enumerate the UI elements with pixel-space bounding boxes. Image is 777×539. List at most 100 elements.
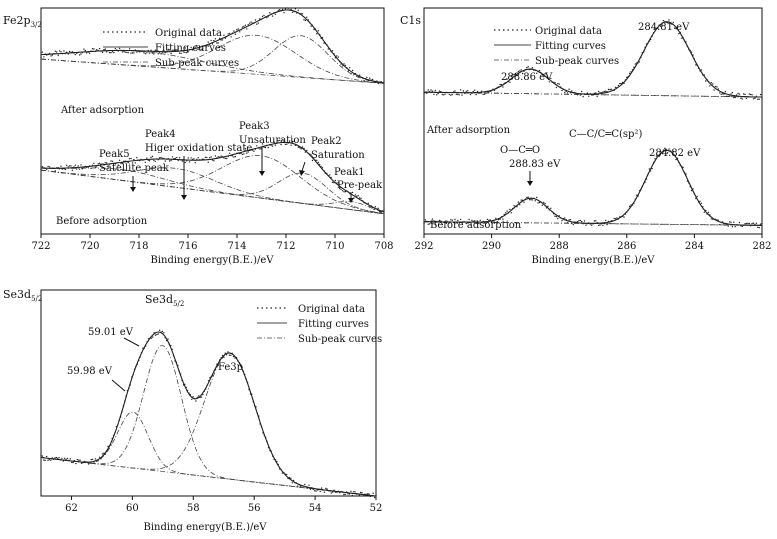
original-data-point — [194, 46, 196, 48]
original-data-point — [181, 160, 184, 162]
legend-fitting-curves: Fitting curves — [535, 41, 606, 52]
original-data-point — [427, 89, 429, 91]
original-data-point — [144, 161, 146, 163]
original-data-point — [263, 146, 265, 148]
original-data-point — [204, 45, 207, 47]
original-data-point — [440, 220, 442, 222]
original-data-point — [379, 211, 381, 213]
original-data-point — [547, 205, 549, 207]
original-data-point — [709, 85, 711, 87]
original-data-point — [373, 208, 375, 211]
original-data-point — [530, 68, 532, 70]
original-data-point — [79, 459, 81, 461]
original-data-point — [346, 67, 348, 69]
original-data-point — [557, 82, 559, 85]
original-data-point — [296, 12, 298, 14]
original-data-point — [186, 389, 189, 392]
original-data-point — [211, 159, 214, 161]
original-data-point — [544, 73, 546, 75]
original-data-point — [246, 28, 248, 30]
original-data-point — [367, 202, 369, 204]
original-data-point — [334, 179, 337, 182]
original-data-point — [100, 458, 102, 460]
original-data-point — [270, 450, 272, 452]
original-data-point — [69, 458, 72, 460]
original-data-point — [474, 89, 476, 91]
original-data-point — [253, 405, 256, 407]
original-data-point — [671, 151, 673, 153]
original-data-point — [578, 220, 580, 222]
original-data-point — [381, 210, 384, 212]
original-data-point — [291, 482, 293, 484]
original-data-point — [73, 460, 76, 462]
original-data-point — [755, 95, 758, 98]
original-data-point — [321, 36, 324, 39]
original-data-point — [213, 39, 215, 42]
original-data-point — [626, 211, 628, 213]
original-data-point — [244, 148, 247, 150]
original-data-point — [341, 491, 344, 493]
original-data-point — [277, 9, 279, 11]
original-data-point — [738, 93, 741, 95]
original-data-point — [363, 80, 365, 82]
original-data-point — [358, 494, 360, 496]
original-data-point — [144, 53, 146, 55]
original-data-point — [359, 491, 362, 494]
original-data-point — [175, 361, 178, 363]
original-data-point — [258, 415, 260, 417]
original-data-point — [237, 360, 239, 362]
original-data-point — [533, 69, 535, 71]
original-data-point — [437, 92, 439, 95]
original-data-point — [91, 164, 94, 166]
original-data-point — [459, 89, 462, 91]
original-data-point — [281, 472, 284, 474]
original-data-point — [236, 29, 238, 31]
original-data-point — [84, 165, 87, 168]
original-data-point — [612, 220, 614, 222]
original-data-point — [220, 155, 222, 157]
original-data-point — [634, 198, 636, 200]
original-data-point — [267, 146, 269, 149]
original-data-point — [270, 144, 272, 146]
original-data-point — [643, 182, 645, 185]
original-data-point — [226, 36, 228, 38]
original-data-point — [71, 51, 74, 53]
original-data-point — [221, 354, 224, 357]
original-data-point — [741, 225, 743, 228]
original-data-point — [443, 221, 445, 223]
original-data-point — [365, 493, 367, 496]
original-data-point — [343, 63, 345, 65]
original-data-point — [750, 225, 752, 227]
original-data-point — [163, 157, 165, 160]
original-data-point — [579, 94, 581, 96]
original-data-point — [210, 375, 212, 378]
original-data-point — [347, 70, 349, 72]
original-data-point — [201, 48, 204, 50]
original-data-point — [67, 166, 69, 168]
original-data-point — [100, 163, 102, 165]
original-data-point — [468, 218, 470, 221]
original-data-point — [41, 51, 44, 53]
original-data-point — [104, 162, 107, 164]
original-data-point — [216, 157, 218, 159]
original-data-point — [50, 459, 52, 462]
original-data-point — [232, 355, 235, 358]
original-data-point — [451, 219, 453, 221]
peak4-desc: Higer oxidation state — [145, 143, 252, 154]
peak5-arrowhead — [130, 187, 136, 192]
original-data-point — [241, 153, 244, 156]
original-data-point — [758, 98, 760, 100]
original-data-point — [200, 48, 202, 51]
fe2p-before-adsorption-label: Before adsorption — [56, 216, 148, 227]
original-data-point — [68, 50, 71, 53]
original-data-point — [599, 224, 601, 226]
original-data-point — [274, 144, 277, 146]
se3d-legend: Original data Fitting curves Sub-peak cu… — [257, 304, 382, 345]
original-data-point — [80, 462, 83, 464]
original-data-point — [98, 162, 101, 164]
original-data-point — [324, 42, 327, 45]
original-data-point — [239, 152, 241, 155]
original-data-point — [669, 22, 672, 24]
original-data-point — [273, 458, 275, 460]
original-data-point — [247, 24, 249, 26]
